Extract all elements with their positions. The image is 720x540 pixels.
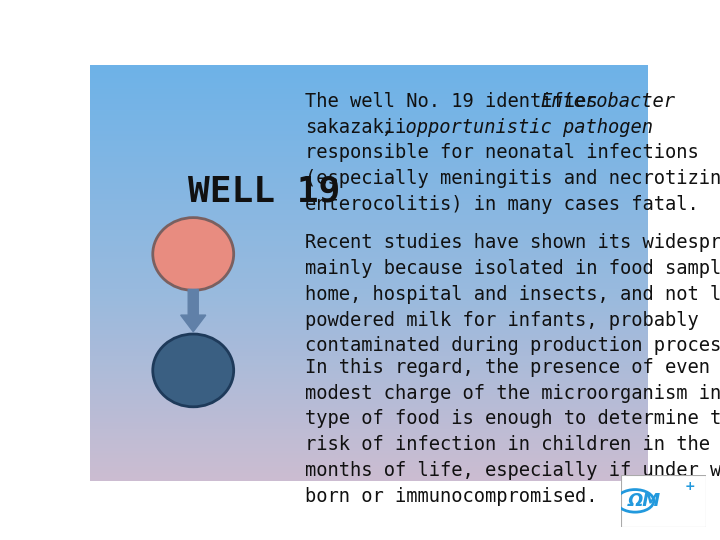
Text: Recent studies have shown its widespread: Recent studies have shown its widespread	[305, 233, 720, 252]
Text: WELL 19: WELL 19	[188, 174, 340, 208]
Text: responsible for neonatal infections: responsible for neonatal infections	[305, 144, 698, 163]
FancyArrow shape	[181, 289, 206, 332]
Text: mainly because isolated in food samples, in: mainly because isolated in food samples,…	[305, 259, 720, 278]
Text: contaminated during production processes.: contaminated during production processes…	[305, 336, 720, 355]
Text: risk of infection in children in the first: risk of infection in children in the fir…	[305, 435, 720, 454]
Text: months of life, especially if under weight: months of life, especially if under weig…	[305, 461, 720, 480]
Ellipse shape	[153, 218, 234, 291]
Text: home, hospital and insects, and not least in: home, hospital and insects, and not leas…	[305, 285, 720, 304]
Text: Enterobacter: Enterobacter	[540, 92, 675, 111]
Text: born or immunocompromised.: born or immunocompromised.	[305, 487, 598, 506]
Ellipse shape	[153, 334, 234, 407]
Text: The well No. 19 identifies: The well No. 19 identifies	[305, 92, 608, 111]
Text: In this regard, the presence of even a: In this regard, the presence of even a	[305, 358, 720, 377]
Text: (especially meningitis and necrotizing: (especially meningitis and necrotizing	[305, 169, 720, 188]
Text: type of food is enough to determine the: type of food is enough to determine the	[305, 409, 720, 429]
Text: modest charge of the microorganism in this: modest charge of the microorganism in th…	[305, 384, 720, 403]
Text: powdered milk for infants, probably: powdered milk for infants, probably	[305, 310, 698, 329]
Text: ΩM: ΩM	[627, 492, 660, 510]
Text: enterocolitis) in many cases fatal.: enterocolitis) in many cases fatal.	[305, 195, 698, 214]
Text: sakazakii: sakazakii	[305, 118, 406, 137]
Text: +: +	[685, 480, 696, 493]
Text: , opportunistic pathogen: , opportunistic pathogen	[383, 118, 653, 137]
